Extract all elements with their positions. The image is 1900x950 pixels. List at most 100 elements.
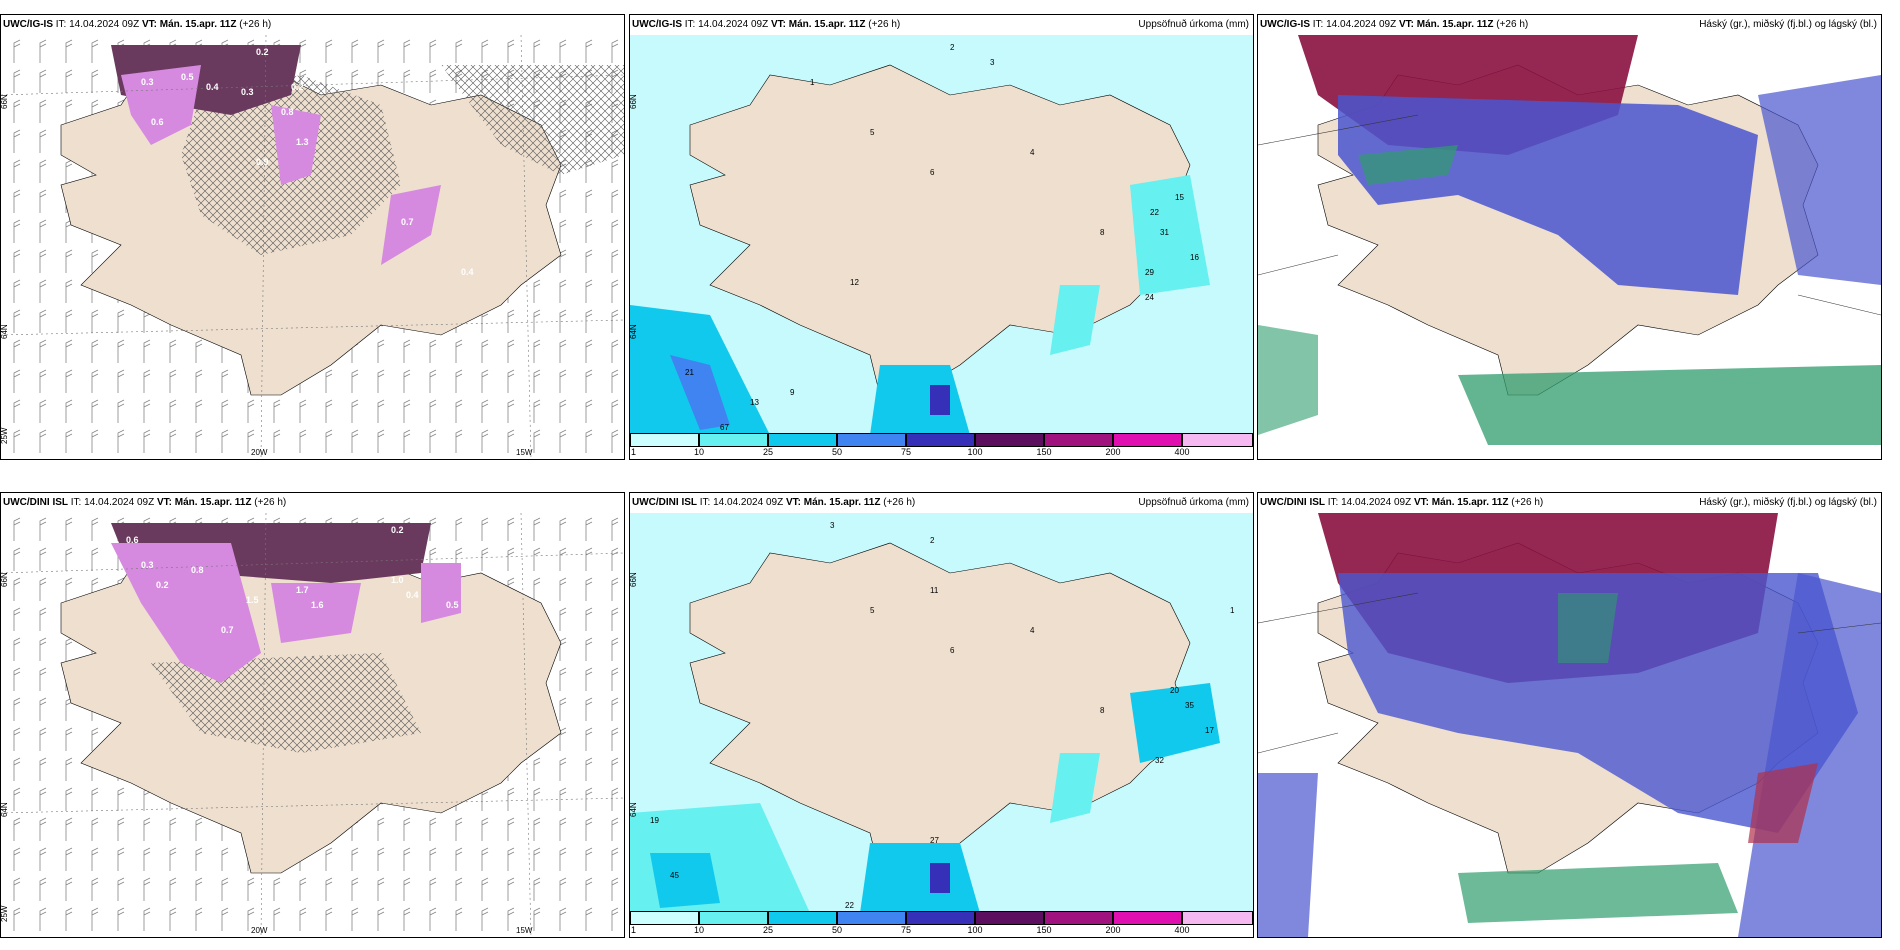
it-label: IT: [1312,19,1324,30]
lat-label: 66N [630,94,638,109]
lat-label: 66N [1,572,9,587]
panel-dini-precip: UWC/DINI ISL IT: 14.04.2024 09Z VT: Mán.… [629,492,1254,938]
vt-label: VT: [1398,19,1414,30]
colorbar-swatch [1044,433,1113,447]
valid-time: Mán. 15.apr. 11Z [1416,19,1494,30]
value-label: 2 [950,43,955,52]
value-label: 0.6 [126,535,139,545]
snow-area-3 [421,563,461,623]
it-label: IT: [55,19,67,30]
colorbar-label: 150 [1036,925,1052,935]
value-label: 0.4 [206,82,219,92]
map-area[interactable] [1258,35,1881,459]
value-label: 67 [720,423,729,432]
high-cloud-south [1748,763,1818,843]
value-label: 15 [1175,193,1184,202]
map-area[interactable]: 2 3 5 4 6 8 12 15 22 29 31 16 24 67 21 1… [630,35,1253,459]
colorbar-label: 10 [693,925,705,935]
it-label: IT: [1327,497,1339,508]
lead-time: (+26 h) [1511,497,1544,508]
panel-header: UWC/DINI ISL IT: 14.04.2024 09Z VT: Mán.… [1,493,624,513]
colorbar-label: 100 [967,925,983,935]
init-time: 14.04.2024 09Z [713,497,784,508]
value-label: 1.0 [391,575,404,585]
colorbar-swatch [768,433,837,447]
value-label: 13 [750,398,759,407]
mid-cloud [1338,573,1858,833]
colorbar-swatch [768,911,837,925]
map-area[interactable]: 0.6 0.3 0.2 0.8 1.5 0.7 1.7 1.6 1.0 0.4 … [1,513,624,937]
mid-cloud [1338,95,1758,295]
value-label: 20 [1170,686,1179,695]
panel-header: UWC/DINI ISL IT: 14.04.2024 09Z VT: Mán.… [1258,493,1881,513]
precip-band [1050,753,1100,823]
mid-cloud-west [1258,773,1318,937]
colorbar-swatch [1044,911,1113,925]
precip-band [650,853,720,908]
precip-band [1130,175,1210,295]
snow-area-2 [271,105,321,185]
lon-label: 25W [1,905,9,922]
value-label: 21 [685,368,694,377]
panel-dini-clouds: UWC/DINI ISL IT: 14.04.2024 09Z VT: Mán.… [1257,492,1882,938]
panel-igis-clouds: UWC/IG-IS IT: 14.04.2024 09Z VT: Mán. 15… [1257,14,1882,460]
vt-label: VT: [141,19,157,30]
colorbar-label: 100 [967,447,983,457]
snow-area [121,65,201,145]
map-area[interactable]: 3 2 5 4 6 8 11 19 35 45 20 32 17 27 22 1… [630,513,1253,937]
low-cloud-north [1558,593,1618,663]
model-name: UWC/IG-IS [1260,19,1310,30]
vt-label: VT: [156,497,172,508]
mid-cloud-east [1738,573,1881,937]
value-label: 4 [1030,148,1035,157]
value-label: 0.2 [156,580,169,590]
model-name: UWC/IG-IS [632,19,682,30]
colorbar-label: 75 [900,925,912,935]
value-label: 0.8 [191,565,204,575]
colorbar-label: 50 [831,447,843,457]
value-label: 2 [930,536,935,545]
value-label: 3 [990,58,995,67]
value-label: 1.5 [246,595,259,605]
value-label: 3 [830,521,835,530]
colorbar-swatch [1113,911,1182,925]
value-label: 0.7 [401,217,414,227]
value-label: 32 [1155,756,1164,765]
precip-core [930,863,950,893]
vt-label: VT: [785,497,801,508]
map-area[interactable] [1258,513,1881,937]
field-title: Uppsöfnuð úrkoma (mm) [1138,497,1249,508]
model-name: UWC/IG-IS [3,19,53,30]
colorbar-swatch [906,911,975,925]
value-label: 22 [1150,208,1159,217]
precip-band [1130,683,1220,763]
value-label: 0.8 [281,107,294,117]
lat-label: 64N [1,802,9,817]
lead-time: (+26 h) [254,497,287,508]
low-cloud [1458,863,1738,923]
map-area[interactable]: 0.3 0.5 0.4 0.2 0.3 0.2 0.6 0.9 1.3 0.7 … [1,35,624,459]
colorbar-label: 25 [762,447,774,457]
model-name: UWC/DINI ISL [632,497,697,508]
lead-time: (+26 h) [1496,19,1529,30]
colorbar-label: 400 [1174,447,1190,457]
colorbar-swatch [1182,433,1253,447]
colorbar: 1 10 25 50 75 100 150 200 400 [630,911,1253,937]
snow-area [111,543,261,683]
valid-time: Mán. 15.apr. 11Z [159,19,237,30]
value-label: 19 [650,816,659,825]
colorbar-label: 1 [631,447,637,457]
colorbar-label: 200 [1105,447,1121,457]
init-time: 14.04.2024 09Z [1341,497,1412,508]
value-label: 9 [790,388,795,397]
colorbar-swatch [699,911,768,925]
value-label: 1.3 [296,137,309,147]
panel-header: UWC/DINI ISL IT: 14.04.2024 09Z VT: Mán.… [630,493,1253,513]
field-title: Háský (gr.), miðský (fj.bl.) og lágský (… [1699,497,1877,508]
value-label: 1.7 [296,585,309,595]
lon-label: 20W [251,448,268,457]
lon-label: 25W [1,427,9,444]
value-label: 22 [845,901,854,910]
lead-time: (+26 h) [868,19,901,30]
value-label: 0.4 [406,590,419,600]
